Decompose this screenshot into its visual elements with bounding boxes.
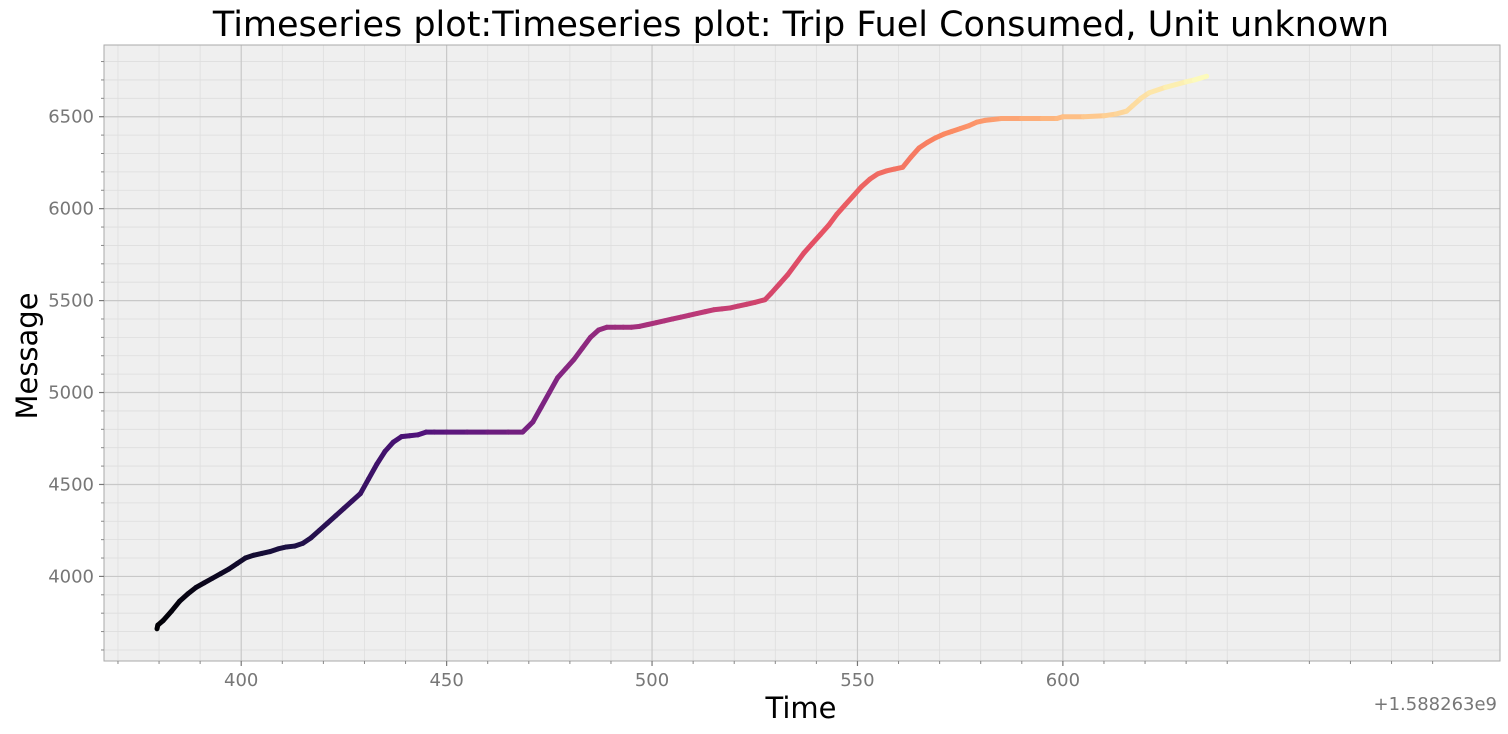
series-line-segment — [374, 448, 388, 467]
x-tick-label: 450 — [429, 670, 463, 691]
y-tick-label: 6500 — [48, 107, 94, 128]
series-line-segment — [546, 375, 561, 396]
y-tick-label: 4000 — [48, 566, 94, 587]
x-tick-label: 550 — [840, 670, 874, 691]
x-tick-label: 400 — [224, 670, 258, 691]
y-axis-label: Message — [10, 292, 44, 419]
plot-frame — [103, 44, 1501, 662]
x-tick-label: 500 — [635, 670, 669, 691]
x-tick-label: 600 — [1046, 670, 1080, 691]
series-line-segment — [1191, 73, 1210, 83]
series-line-segment — [1146, 84, 1169, 96]
x-axis-offset-label: +1.588263e9 — [1374, 694, 1498, 715]
series-line-segment — [357, 476, 372, 497]
y-tick-label: 6000 — [48, 199, 94, 220]
plot-area — [104, 45, 1500, 661]
series-line-segment — [1080, 113, 1107, 120]
x-axis-label: Time — [765, 691, 837, 725]
y-tick-label: 5500 — [48, 291, 94, 312]
series-line-segment — [1163, 79, 1189, 90]
chart-title: Timeseries plot:Timeseries plot: Trip Fu… — [212, 5, 1389, 45]
y-tick-label: 4500 — [48, 474, 94, 495]
y-tick-label: 5000 — [48, 383, 94, 404]
series-line-segment — [366, 461, 380, 482]
series-line-segment — [538, 390, 552, 410]
series-line-segment — [530, 404, 544, 425]
